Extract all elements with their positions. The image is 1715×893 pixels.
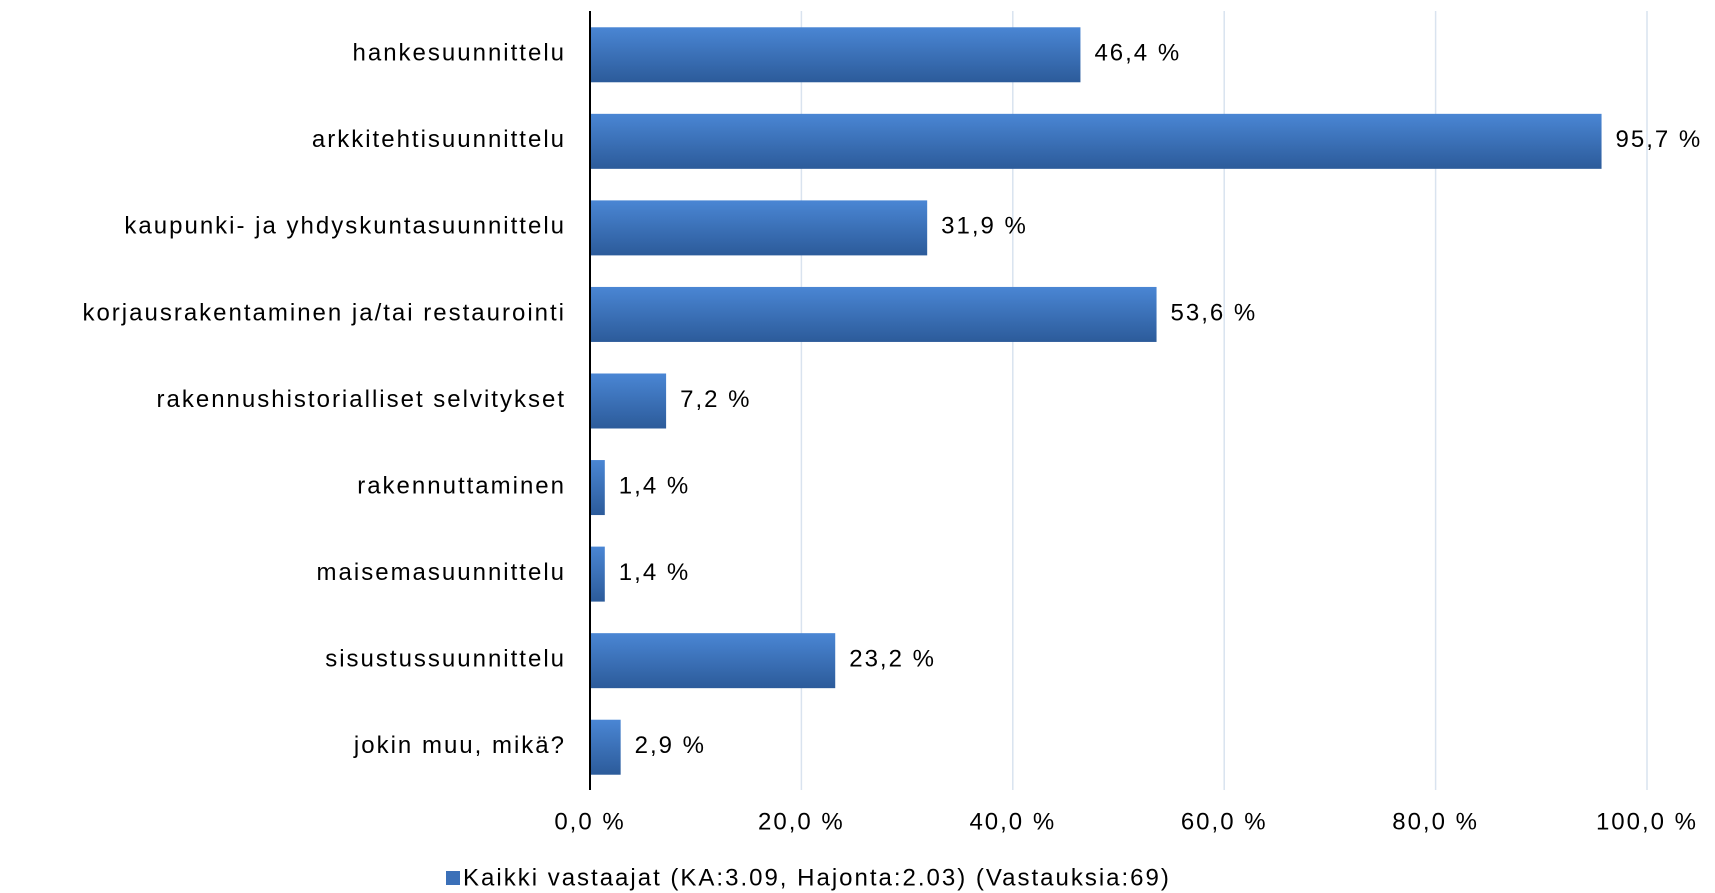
y-tick-label: rakennuttaminen <box>357 472 566 499</box>
y-tick-label: korjausrakentaminen ja/tai restaurointi <box>82 299 566 326</box>
x-tick-label: 80,0 % <box>1392 808 1479 835</box>
y-tick-label: jokin muu, mikä? <box>353 732 566 759</box>
data-label: 31,9 % <box>941 213 1028 240</box>
bar <box>590 286 1157 342</box>
legend-swatch <box>446 871 460 885</box>
y-tick-label: maisemasuunnittelu <box>317 559 566 586</box>
x-tick-label: 0,0 % <box>554 808 625 835</box>
x-tick-label: 60,0 % <box>1181 808 1268 835</box>
data-label: 53,6 % <box>1171 299 1258 326</box>
legend-label: Kaikki vastaajat (KA:3.09, Hajonta:2.03)… <box>463 864 1171 891</box>
bar <box>590 27 1081 83</box>
bar <box>590 546 605 602</box>
x-tick-label: 100,0 % <box>1596 808 1698 835</box>
data-label: 1,4 % <box>619 559 690 586</box>
y-tick-label: sisustussuunnittelu <box>325 646 566 673</box>
data-label: 23,2 % <box>849 646 936 673</box>
bar <box>590 633 836 689</box>
x-tick-label: 40,0 % <box>969 808 1056 835</box>
bar <box>590 200 928 256</box>
bar <box>590 460 605 516</box>
data-label: 7,2 % <box>680 386 751 413</box>
x-tick-label: 20,0 % <box>758 808 845 835</box>
data-label: 95,7 % <box>1616 126 1703 153</box>
bar <box>590 373 667 429</box>
y-tick-label: rakennushistorialliset selvitykset <box>157 386 566 413</box>
bar <box>590 113 1602 169</box>
bar <box>590 719 621 775</box>
y-tick-label: kaupunki- ja yhdyskuntasuunnittelu <box>124 213 566 240</box>
data-label: 2,9 % <box>635 732 706 759</box>
data-label: 46,4 % <box>1094 40 1181 67</box>
data-label: 1,4 % <box>619 472 690 499</box>
y-tick-label: arkkitehtisuunnittelu <box>312 126 566 153</box>
y-tick-label: hankesuunnittelu <box>353 40 566 67</box>
